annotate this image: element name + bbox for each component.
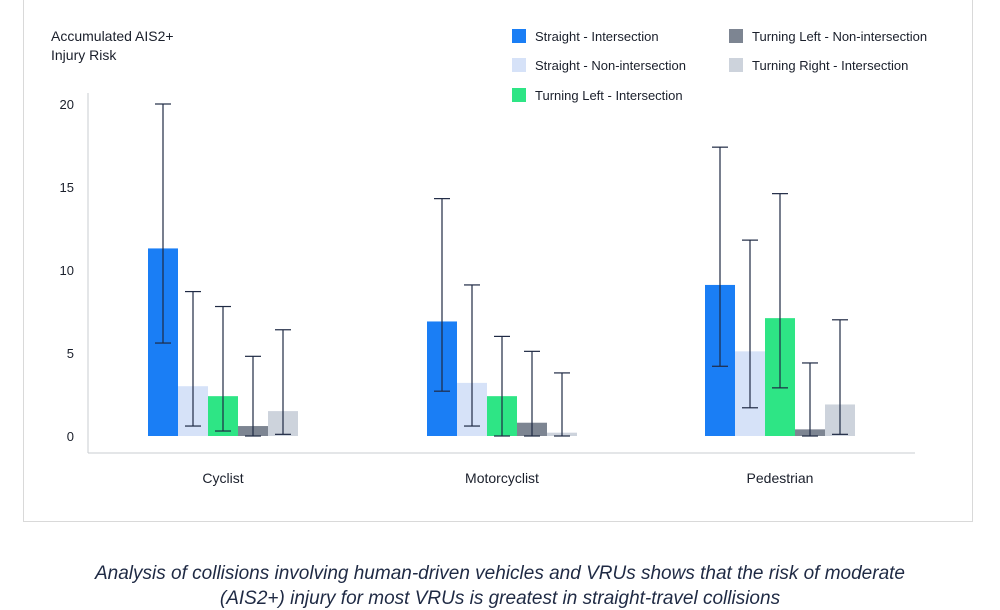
x-tick-label: Pedestrian <box>747 470 814 486</box>
y-tick-label: 5 <box>67 346 74 361</box>
legend-swatch <box>729 58 743 72</box>
x-tick-label: Motorcyclist <box>465 470 539 486</box>
y-tick-label: 15 <box>60 180 74 195</box>
caption-line-2: (AIS2+) injury for most VRUs is greatest… <box>219 588 781 609</box>
y-tick-label: 0 <box>67 429 74 444</box>
legend-label: Straight - Non-intersection <box>535 58 686 73</box>
y-tick-label: 10 <box>60 263 74 278</box>
legend-swatch <box>729 29 743 43</box>
legend-swatch <box>512 58 526 72</box>
legend-label: Turning Left - Intersection <box>535 88 683 103</box>
legend-label: Turning Right - Intersection <box>752 58 908 73</box>
legend-label: Turning Left - Non-intersection <box>752 29 927 44</box>
legend-swatch <box>512 29 526 43</box>
legend-swatch <box>512 88 526 102</box>
bar-chart: Accumulated AIS2+ Injury Risk 0 5 10 15 20 Cycl… <box>51 28 927 486</box>
y-tick-label: 20 <box>60 97 74 112</box>
y-axis-label: Accumulated AIS2+ <box>51 28 174 44</box>
x-tick-label: Cyclist <box>202 470 243 486</box>
caption-line-1: Analysis of collisions involving human-d… <box>95 563 905 584</box>
y-axis-label: Injury Risk <box>51 47 117 63</box>
legend-label: Straight - Intersection <box>535 29 659 44</box>
